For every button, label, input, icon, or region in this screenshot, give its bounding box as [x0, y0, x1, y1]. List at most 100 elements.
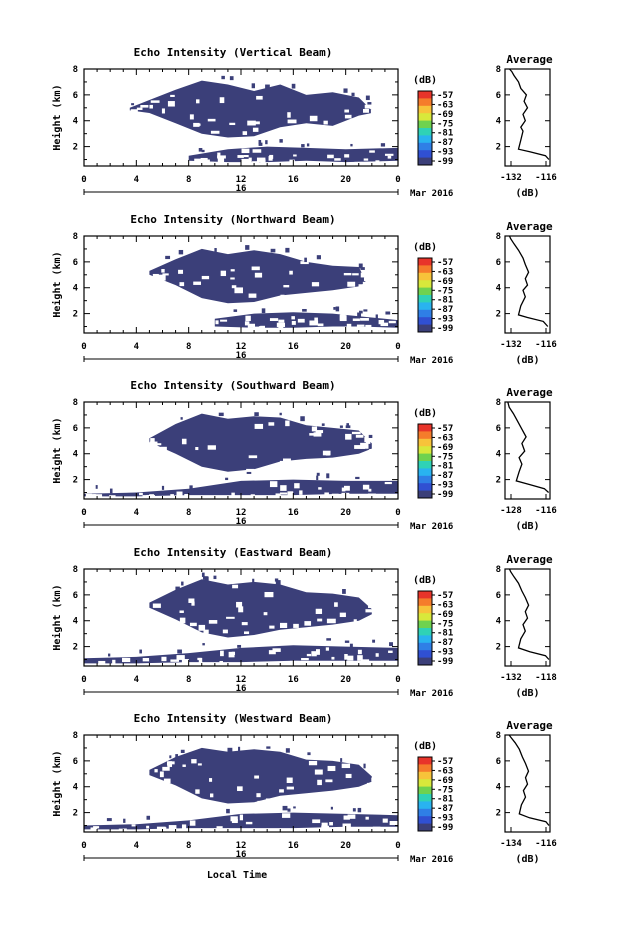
echo-gap: [256, 95, 263, 100]
colorbar-swatch: [418, 105, 432, 114]
echo-gap: [309, 115, 318, 122]
echo-regions: [84, 746, 398, 832]
echo-gap: [189, 114, 194, 120]
colorbar-tick-label: -81: [437, 296, 453, 306]
echo-speckle: [221, 75, 225, 80]
y-tick-label: 8: [73, 65, 78, 75]
echo-gap: [309, 320, 319, 326]
x-tick-label: 4: [134, 175, 140, 185]
echo-speckle: [321, 423, 325, 426]
echo-gap: [236, 601, 243, 608]
colorbar-tick-label: -57: [437, 424, 453, 434]
avg-x-axis-label: (dB): [515, 188, 539, 199]
echo-gap: [311, 426, 318, 432]
echo-gap: [278, 319, 285, 323]
echo-speckle: [359, 310, 363, 314]
echo-gap: [160, 446, 167, 453]
colorbar-swatch: [418, 764, 432, 773]
y-axis-label: Height (km): [51, 84, 63, 150]
echo-gap: [263, 612, 268, 616]
echo-speckle: [175, 586, 180, 591]
echo-region: [188, 146, 398, 163]
echo-gap: [87, 494, 96, 497]
echo-gap: [275, 493, 281, 499]
echo-gap: [215, 320, 219, 325]
echo-gap: [347, 281, 356, 287]
colorbar-tick-label: -75: [437, 286, 453, 296]
echo-speckle: [177, 649, 182, 654]
x-tick-label: 0: [81, 675, 86, 685]
x-tick-label: 20: [340, 675, 351, 685]
echo-gap: [384, 153, 394, 156]
echo-gap: [231, 492, 235, 498]
colorbar-swatch: [418, 650, 432, 659]
echo-gap: [157, 274, 166, 281]
echo-gap: [203, 629, 209, 634]
echo-speckle: [326, 638, 332, 641]
colorbar-swatch: [418, 272, 432, 281]
colorbar-swatch: [418, 816, 432, 825]
echo-gap: [197, 763, 202, 766]
echo-gap: [189, 820, 196, 826]
y-tick-label: 6: [73, 757, 78, 767]
echo-gap: [313, 432, 322, 437]
echo-speckle: [316, 255, 321, 260]
echo-gap: [176, 491, 183, 496]
colorbar-swatch: [418, 453, 432, 462]
echo-speckle: [285, 247, 290, 253]
echo-speckle: [108, 653, 111, 657]
echo-gap: [291, 316, 295, 320]
x-tick-label: 0: [81, 342, 86, 352]
echo-speckle: [165, 255, 171, 260]
echo-gap: [254, 272, 263, 278]
echo-gap: [357, 649, 362, 655]
avg-y-tick-label: 2: [496, 476, 501, 486]
echo-gap: [230, 277, 235, 280]
echo-gap: [294, 483, 300, 489]
avg-x-tick-label: -116: [535, 340, 557, 350]
echo-speckle: [274, 578, 279, 582]
echo-gap: [280, 485, 287, 491]
echo-gap: [327, 154, 334, 159]
echo-speckle: [307, 752, 311, 756]
avg-y-tick-label: 6: [496, 591, 501, 601]
echo-speckle: [389, 642, 394, 647]
echo-gap: [387, 155, 392, 159]
colorbar-swatch: [418, 613, 432, 622]
echo-speckle: [349, 643, 353, 648]
average-frame: [504, 401, 551, 500]
colorbar-tick-label: -57: [437, 757, 453, 767]
panel-4: Echo Intensity (Eastward Beam)0 4 8 12 16 20 0…: [51, 546, 557, 699]
heatmap-title: Echo Intensity (Eastward Beam): [134, 546, 333, 559]
echo-speckle: [293, 806, 296, 809]
echo-gap: [352, 273, 359, 276]
echo-speckle: [261, 308, 266, 314]
echo-gap: [252, 149, 262, 153]
echo-gap: [197, 123, 201, 126]
echo-gap: [159, 771, 164, 778]
echo-gap: [269, 154, 274, 159]
echo-gap: [163, 778, 171, 784]
avg-x-axis-label: (dB): [515, 355, 539, 366]
echo-speckle: [180, 417, 183, 420]
echo-gap: [293, 154, 297, 157]
echo-gap: [347, 814, 356, 819]
echo-gap: [360, 659, 370, 663]
echo-gap: [317, 779, 322, 786]
echo-speckle: [246, 471, 252, 474]
avg-y-tick-label: 4: [496, 117, 502, 127]
colorbar-swatch: [418, 150, 432, 159]
colorbar-swatch: [418, 801, 432, 810]
echo-speckle: [169, 755, 172, 759]
x-tick-label: 0: [395, 508, 400, 518]
echo-speckle: [363, 763, 366, 769]
day-label: 16: [236, 684, 247, 694]
echo-gap: [219, 660, 223, 664]
x-tick-label: 4: [134, 841, 140, 851]
colorbar-swatch: [418, 265, 432, 274]
x-tick-label: 0: [395, 675, 400, 685]
avg-y-tick-label: 8: [496, 232, 501, 242]
echo-gap: [289, 159, 295, 165]
x-tick-label: 8: [186, 508, 191, 518]
echo-gap: [341, 763, 351, 769]
